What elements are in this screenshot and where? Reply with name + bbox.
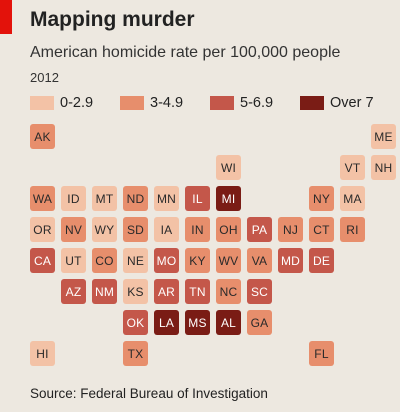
state-tile-nd: ND	[123, 186, 148, 211]
state-tile-in: IN	[185, 217, 210, 242]
state-tile-me: ME	[371, 124, 396, 149]
state-tile-vt: VT	[340, 155, 365, 180]
state-tile-mn: MN	[154, 186, 179, 211]
legend-swatch	[30, 96, 54, 110]
state-tile-nj: NJ	[278, 217, 303, 242]
brand-accent-bar	[0, 0, 12, 34]
state-tile-sc: SC	[247, 279, 272, 304]
legend-label: 5-6.9	[240, 95, 274, 111]
legend-swatch	[120, 96, 144, 110]
state-tile-ca: CA	[30, 248, 55, 273]
state-tile-wv: WV	[216, 248, 241, 273]
legend-label: 3-4.9	[150, 95, 184, 111]
state-tile-id: ID	[61, 186, 86, 211]
legend-swatch	[210, 96, 234, 110]
page-title: Mapping murder	[30, 8, 195, 31]
state-tile-ia: IA	[154, 217, 179, 242]
state-tile-ut: UT	[61, 248, 86, 273]
state-tile-ne: NE	[123, 248, 148, 273]
legend-item: 5-6.9	[210, 94, 273, 112]
state-tile-ok: OK	[123, 310, 148, 335]
legend-item: 3-4.9	[120, 94, 183, 112]
state-tile-de: DE	[309, 248, 334, 273]
legend-label: 0-2.9	[60, 95, 94, 111]
state-tile-ri: RI	[340, 217, 365, 242]
state-tile-sd: SD	[123, 217, 148, 242]
source-note: Source: Federal Bureau of Investigation	[30, 386, 268, 401]
legend-item: 0-2.9	[30, 94, 93, 112]
state-tile-fl: FL	[309, 341, 334, 366]
state-tile-va: VA	[247, 248, 272, 273]
state-tile-ms: MS	[185, 310, 210, 335]
state-tile-ky: KY	[185, 248, 210, 273]
state-tile-nm: NM	[92, 279, 117, 304]
state-tile-al: AL	[216, 310, 241, 335]
state-tile-or: OR	[30, 217, 55, 242]
state-tile-ga: GA	[247, 310, 272, 335]
state-tile-tn: TN	[185, 279, 210, 304]
state-tile-tx: TX	[123, 341, 148, 366]
legend-label: Over 7	[330, 95, 374, 111]
state-tile-mo: MO	[154, 248, 179, 273]
state-tile-mi: MI	[216, 186, 241, 211]
state-tile-pa: PA	[247, 217, 272, 242]
map-year: 2012	[30, 70, 59, 85]
state-tile-nh: NH	[371, 155, 396, 180]
state-tile-il: IL	[185, 186, 210, 211]
state-tile-wa: WA	[30, 186, 55, 211]
state-tile-hi: HI	[30, 341, 55, 366]
legend-swatch	[300, 96, 324, 110]
state-tile-ma: MA	[340, 186, 365, 211]
state-tile-ks: KS	[123, 279, 148, 304]
state-tile-wi: WI	[216, 155, 241, 180]
state-tile-ar: AR	[154, 279, 179, 304]
map-subtitle: American homicide rate per 100,000 peopl…	[30, 44, 341, 61]
state-tile-oh: OH	[216, 217, 241, 242]
state-tile-ny: NY	[309, 186, 334, 211]
state-tile-nv: NV	[61, 217, 86, 242]
state-tile-az: AZ	[61, 279, 86, 304]
legend-item: Over 7	[300, 94, 374, 112]
state-tile-md: MD	[278, 248, 303, 273]
state-tile-ak: AK	[30, 124, 55, 149]
state-tile-ct: CT	[309, 217, 334, 242]
state-tile-wy: WY	[92, 217, 117, 242]
state-tile-co: CO	[92, 248, 117, 273]
state-tile-nc: NC	[216, 279, 241, 304]
state-tile-mt: MT	[92, 186, 117, 211]
state-tile-la: LA	[154, 310, 179, 335]
